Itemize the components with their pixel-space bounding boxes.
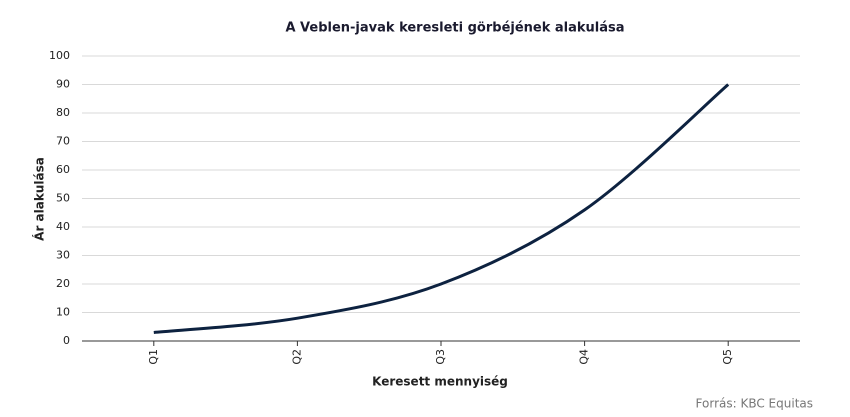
y-tick-label: 70 (56, 135, 70, 148)
chart-title: A Veblen-javak keresleti görbéjének alak… (285, 21, 624, 36)
source-note: Forrás: KBC Equitas (696, 397, 813, 411)
y-tick-label: 20 (56, 277, 70, 290)
y-tick-label: 80 (56, 106, 70, 119)
y-tick-label: 30 (56, 249, 70, 262)
x-tick-label: Q4 (578, 349, 591, 365)
x-axis-title: Keresett mennyiség (372, 375, 508, 389)
y-tick-label: 100 (49, 49, 70, 62)
y-tick-label: 0 (63, 334, 70, 347)
x-tick-label: Q5 (721, 349, 734, 365)
x-tick-label: Q1 (147, 349, 160, 365)
y-tick-label: 60 (56, 163, 70, 176)
y-tick-label: 50 (56, 192, 70, 205)
x-tick-label: Q2 (290, 349, 303, 365)
x-tick-label: Q3 (434, 349, 447, 365)
y-tick-label: 40 (56, 220, 70, 233)
data-line (153, 83, 730, 334)
y-tick-label: 10 (56, 306, 70, 319)
y-tick-label: 90 (56, 78, 70, 91)
y-axis-title: Ár alakulása (32, 157, 47, 241)
